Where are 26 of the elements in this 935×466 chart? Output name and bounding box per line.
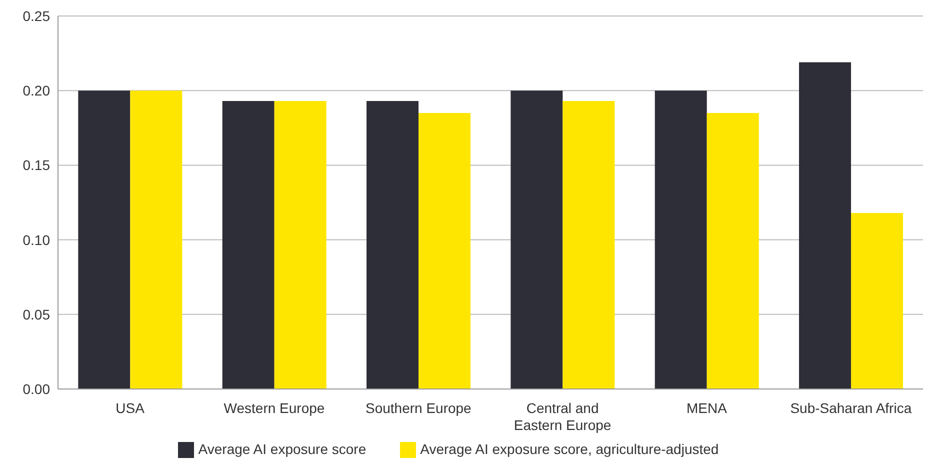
bar [654, 90, 707, 389]
bar [706, 112, 759, 389]
x-tick-label: Central and Eastern Europe [514, 400, 612, 433]
bar [274, 101, 326, 389]
legend-label: Average AI exposure score [198, 441, 366, 457]
y-tick-label: 0.25 [22, 8, 50, 24]
bar [562, 101, 615, 389]
bar [366, 101, 419, 389]
y-tick-label: 0.20 [22, 82, 50, 99]
bar [510, 90, 563, 389]
x-tick-label: Sub-Saharan Africa [790, 400, 912, 416]
bar [418, 112, 471, 389]
y-tick-label: 0.15 [22, 157, 50, 174]
bar [78, 90, 130, 389]
legend-label: Average AI exposure score, agriculture-adjusted [420, 441, 719, 457]
x-tick-label: Southern Europe [365, 400, 472, 416]
x-tick-label: USA [116, 400, 146, 416]
y-tick-label: 0.10 [22, 232, 50, 248]
bar [799, 62, 852, 389]
bar [222, 101, 274, 389]
y-tick-label: 0.00 [22, 380, 50, 397]
y-tick-label: 0.05 [22, 306, 50, 322]
x-tick-label: MENA [686, 400, 728, 416]
bar [130, 90, 182, 389]
x-tick-label: Western Europe [224, 400, 325, 416]
bar [851, 212, 904, 389]
